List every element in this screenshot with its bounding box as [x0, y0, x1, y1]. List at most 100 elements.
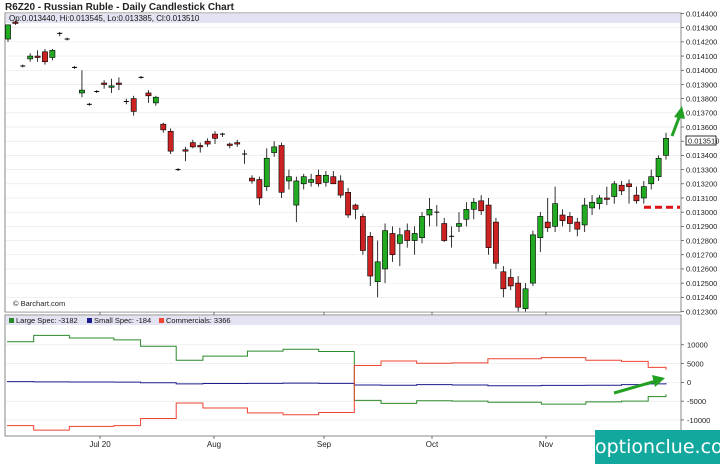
candle-body	[589, 201, 595, 209]
candle-body	[278, 145, 285, 193]
cot-tick-label: 0	[687, 378, 691, 387]
candle	[515, 276, 522, 312]
candle	[263, 148, 270, 191]
candle	[204, 138, 211, 147]
candle	[256, 176, 263, 206]
candle-body	[396, 234, 403, 244]
candle-body	[145, 92, 152, 97]
candle-body	[204, 140, 211, 145]
candle-body	[493, 221, 499, 264]
price-tick-label: 0.013000	[686, 208, 717, 217]
candle-body	[470, 201, 477, 210]
cot-series-line	[7, 381, 667, 387]
candle	[485, 197, 492, 255]
candle	[79, 70, 85, 98]
candle-body	[167, 130, 174, 152]
watermark-badge: optionclue.com	[595, 430, 720, 464]
candle	[145, 90, 152, 103]
candle	[57, 31, 63, 37]
candle	[574, 217, 581, 237]
candle-body	[263, 157, 270, 187]
candle	[130, 95, 137, 116]
price-panel	[4, 12, 682, 313]
candle-body	[382, 230, 388, 270]
cot-panel	[4, 314, 682, 437]
cot-legend-band	[6, 316, 680, 325]
candle-body	[663, 138, 669, 156]
legend-commercials: Commercials: 3366	[166, 316, 231, 325]
candle	[219, 132, 225, 137]
candle	[115, 77, 122, 91]
candle	[493, 217, 499, 269]
candle-body	[101, 82, 108, 85]
candle-body	[626, 183, 632, 187]
candle	[182, 146, 189, 162]
cot-series-line	[7, 357, 667, 431]
price-tick-label: 0.014100	[686, 52, 717, 61]
candle-body	[323, 174, 329, 183]
candle	[500, 266, 507, 298]
candle	[507, 268, 514, 291]
price-tick-label: 0.013800	[686, 94, 717, 103]
candle	[20, 64, 26, 68]
candle-body	[359, 216, 366, 251]
candle-body	[500, 271, 507, 290]
price-tick-label: 0.014000	[686, 66, 717, 75]
cot-tick-label: 10000	[687, 341, 708, 350]
price-tick-label: 0.012300	[686, 307, 717, 316]
candle	[278, 142, 285, 198]
candle	[197, 142, 204, 153]
candle-body	[618, 184, 625, 192]
candle-body	[5, 24, 11, 40]
candle	[640, 180, 647, 204]
candle-body	[234, 142, 241, 145]
candle-body	[160, 123, 167, 131]
candle	[286, 169, 292, 190]
candle-body	[633, 194, 640, 202]
cot-series-line	[7, 334, 667, 405]
candle	[271, 141, 278, 157]
candle	[167, 128, 174, 154]
candle	[293, 176, 300, 223]
uptrend-arrow-cot	[613, 375, 665, 395]
candle-body	[293, 180, 300, 206]
price-tick-label: 0.013900	[686, 80, 717, 89]
candle-body	[337, 180, 344, 196]
candle-body	[648, 176, 655, 185]
candle-body	[330, 176, 337, 185]
candle	[108, 78, 115, 93]
candle-body	[559, 214, 566, 221]
candle	[396, 227, 403, 267]
candle	[359, 213, 366, 255]
price-tick-label: 0.013600	[686, 123, 717, 132]
candle	[522, 283, 529, 312]
candle-body	[389, 233, 396, 256]
candle-body	[374, 261, 381, 283]
candle	[626, 179, 632, 204]
candle-body	[537, 216, 544, 239]
candle	[463, 202, 470, 227]
candle-body	[426, 209, 433, 216]
candle	[367, 232, 374, 286]
price-tick-label: 0.012400	[686, 293, 717, 302]
candle	[42, 48, 48, 65]
candle	[566, 212, 573, 233]
candle	[352, 203, 359, 220]
date-tick-label: Jul 20	[89, 440, 111, 449]
candle	[663, 132, 669, 160]
candle	[315, 169, 322, 187]
price-tick-label: 0.012600	[686, 265, 717, 274]
candle	[655, 155, 662, 181]
candle-body	[42, 51, 48, 63]
candle	[544, 197, 551, 233]
price-tick-label: 0.012500	[686, 279, 717, 288]
candle	[382, 223, 388, 284]
candle-body	[182, 149, 189, 152]
candle	[300, 173, 307, 190]
date-tick-label: Sep	[317, 440, 332, 449]
legend-swatch-large-spec	[9, 318, 14, 323]
candle	[596, 195, 603, 210]
cot-tick-label: -10000	[687, 416, 710, 425]
candle	[189, 139, 196, 149]
